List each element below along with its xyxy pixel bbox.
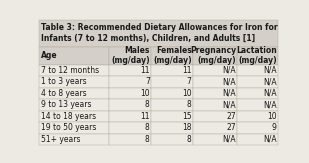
Bar [151, 76, 193, 88]
Bar [39, 99, 109, 111]
Text: 8: 8 [145, 100, 150, 109]
Text: N/A: N/A [263, 100, 277, 109]
Text: N/A: N/A [222, 77, 236, 86]
Text: N/A: N/A [222, 66, 236, 75]
Text: N/A: N/A [222, 89, 236, 98]
Text: 18: 18 [182, 123, 192, 132]
Text: 27: 27 [226, 123, 236, 132]
Text: 27: 27 [226, 112, 236, 121]
Text: 8: 8 [145, 123, 150, 132]
Bar [109, 122, 151, 134]
Bar [39, 47, 109, 65]
Bar [109, 99, 151, 111]
Text: 7: 7 [187, 77, 192, 86]
Bar [39, 111, 109, 122]
Bar [237, 122, 278, 134]
Bar [39, 65, 109, 76]
Text: Lactation
(mg/day): Lactation (mg/day) [236, 46, 277, 65]
Text: 9: 9 [272, 123, 277, 132]
Bar [151, 122, 193, 134]
Bar [151, 88, 193, 99]
Text: N/A: N/A [263, 89, 277, 98]
Bar [193, 88, 237, 99]
Text: N/A: N/A [222, 135, 236, 144]
Text: 1 to 3 years: 1 to 3 years [40, 77, 86, 86]
Bar [237, 47, 278, 65]
Text: 51+ years: 51+ years [40, 135, 80, 144]
Bar [151, 111, 193, 122]
Bar [109, 76, 151, 88]
Bar [151, 99, 193, 111]
Bar [193, 65, 237, 76]
Text: Females
(mg/day): Females (mg/day) [153, 46, 192, 65]
Text: N/A: N/A [222, 100, 236, 109]
Text: N/A: N/A [263, 66, 277, 75]
Text: 8: 8 [187, 135, 192, 144]
Text: Table 3: Recommended Dietary Allowances for Iron for
Infants (7 to 12 months), C: Table 3: Recommended Dietary Allowances … [41, 23, 278, 43]
Bar [151, 65, 193, 76]
Bar [193, 76, 237, 88]
Bar [151, 47, 193, 65]
Text: 14 to 18 years: 14 to 18 years [40, 112, 96, 121]
Bar [151, 134, 193, 145]
Text: 10: 10 [140, 89, 150, 98]
Text: Pregnancy
(mg/day): Pregnancy (mg/day) [190, 46, 236, 65]
Bar [237, 111, 278, 122]
Text: Age: Age [40, 51, 57, 60]
Bar [193, 134, 237, 145]
Text: 10: 10 [182, 89, 192, 98]
Bar [237, 99, 278, 111]
Bar [193, 111, 237, 122]
Bar [193, 122, 237, 134]
Bar [193, 47, 237, 65]
Bar [39, 76, 109, 88]
Bar [237, 88, 278, 99]
Text: N/A: N/A [263, 135, 277, 144]
Text: 4 to 8 years: 4 to 8 years [40, 89, 86, 98]
Text: 19 to 50 years: 19 to 50 years [40, 123, 96, 132]
Bar [109, 134, 151, 145]
Text: 8: 8 [145, 135, 150, 144]
Bar [109, 111, 151, 122]
Text: 11: 11 [182, 66, 192, 75]
Bar [237, 76, 278, 88]
Text: 7 to 12 months: 7 to 12 months [40, 66, 99, 75]
Bar [109, 88, 151, 99]
Bar [237, 65, 278, 76]
Text: 9 to 13 years: 9 to 13 years [40, 100, 91, 109]
Text: 7: 7 [145, 77, 150, 86]
Bar [39, 122, 109, 134]
Bar [109, 65, 151, 76]
Bar [109, 47, 151, 65]
Bar [39, 20, 278, 47]
Text: 8: 8 [187, 100, 192, 109]
Text: Males
(mg/day): Males (mg/day) [111, 46, 150, 65]
Text: N/A: N/A [263, 77, 277, 86]
Text: 11: 11 [140, 112, 150, 121]
Text: 15: 15 [182, 112, 192, 121]
Text: 11: 11 [140, 66, 150, 75]
Bar [39, 134, 109, 145]
Text: 10: 10 [267, 112, 277, 121]
Bar [193, 99, 237, 111]
Bar [237, 134, 278, 145]
Bar [39, 88, 109, 99]
